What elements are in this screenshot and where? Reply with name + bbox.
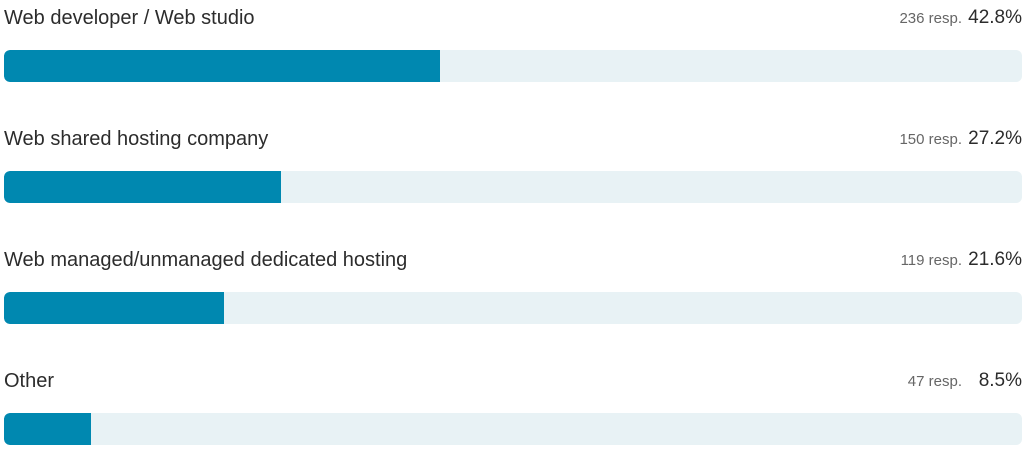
response-count: 47 resp.: [907, 373, 962, 390]
result-row-header: Web developer / Web studio 236 resp. 42.…: [4, 0, 1022, 40]
category-label: Web managed/unmanaged dedicated hosting: [4, 249, 408, 271]
bar-fill: [4, 292, 224, 324]
result-row: Web shared hosting company 150 resp. 27.…: [4, 121, 1022, 211]
category-label: Web shared hosting company: [4, 128, 269, 150]
result-row: Other 47 resp. 8.5%: [4, 363, 1022, 453]
category-label: Web developer / Web studio: [4, 7, 255, 29]
response-count: 150 resp.: [899, 131, 962, 148]
bar-track: [4, 292, 1022, 324]
percent-label: 8.5%: [978, 370, 1022, 391]
result-stats: 150 resp. 27.2%: [899, 125, 1022, 153]
bar-fill: [4, 50, 440, 82]
bar-track: [4, 50, 1022, 82]
result-row-header: Web shared hosting company 150 resp. 27.…: [4, 121, 1022, 161]
bar-track: [4, 171, 1022, 203]
result-stats: 119 resp. 21.6%: [901, 246, 1022, 274]
bar-track: [4, 413, 1022, 445]
result-stats: 47 resp. 8.5%: [908, 367, 1022, 395]
response-count: 119 resp.: [900, 252, 962, 269]
result-row-header: Other 47 resp. 8.5%: [4, 363, 1022, 403]
result-row-header: Web managed/unmanaged dedicated hosting …: [4, 242, 1022, 282]
result-stats: 236 resp. 42.8%: [899, 4, 1022, 32]
category-label: Other: [4, 370, 55, 392]
percent-label: 42.8%: [968, 7, 1022, 28]
result-row: Web managed/unmanaged dedicated hosting …: [4, 242, 1022, 332]
bar-fill: [4, 171, 281, 203]
bar-fill: [4, 413, 91, 445]
percent-label: 21.6%: [968, 249, 1022, 270]
response-count: 236 resp.: [899, 10, 962, 27]
percent-label: 27.2%: [968, 128, 1022, 149]
result-row: Web developer / Web studio 236 resp. 42.…: [4, 0, 1022, 90]
